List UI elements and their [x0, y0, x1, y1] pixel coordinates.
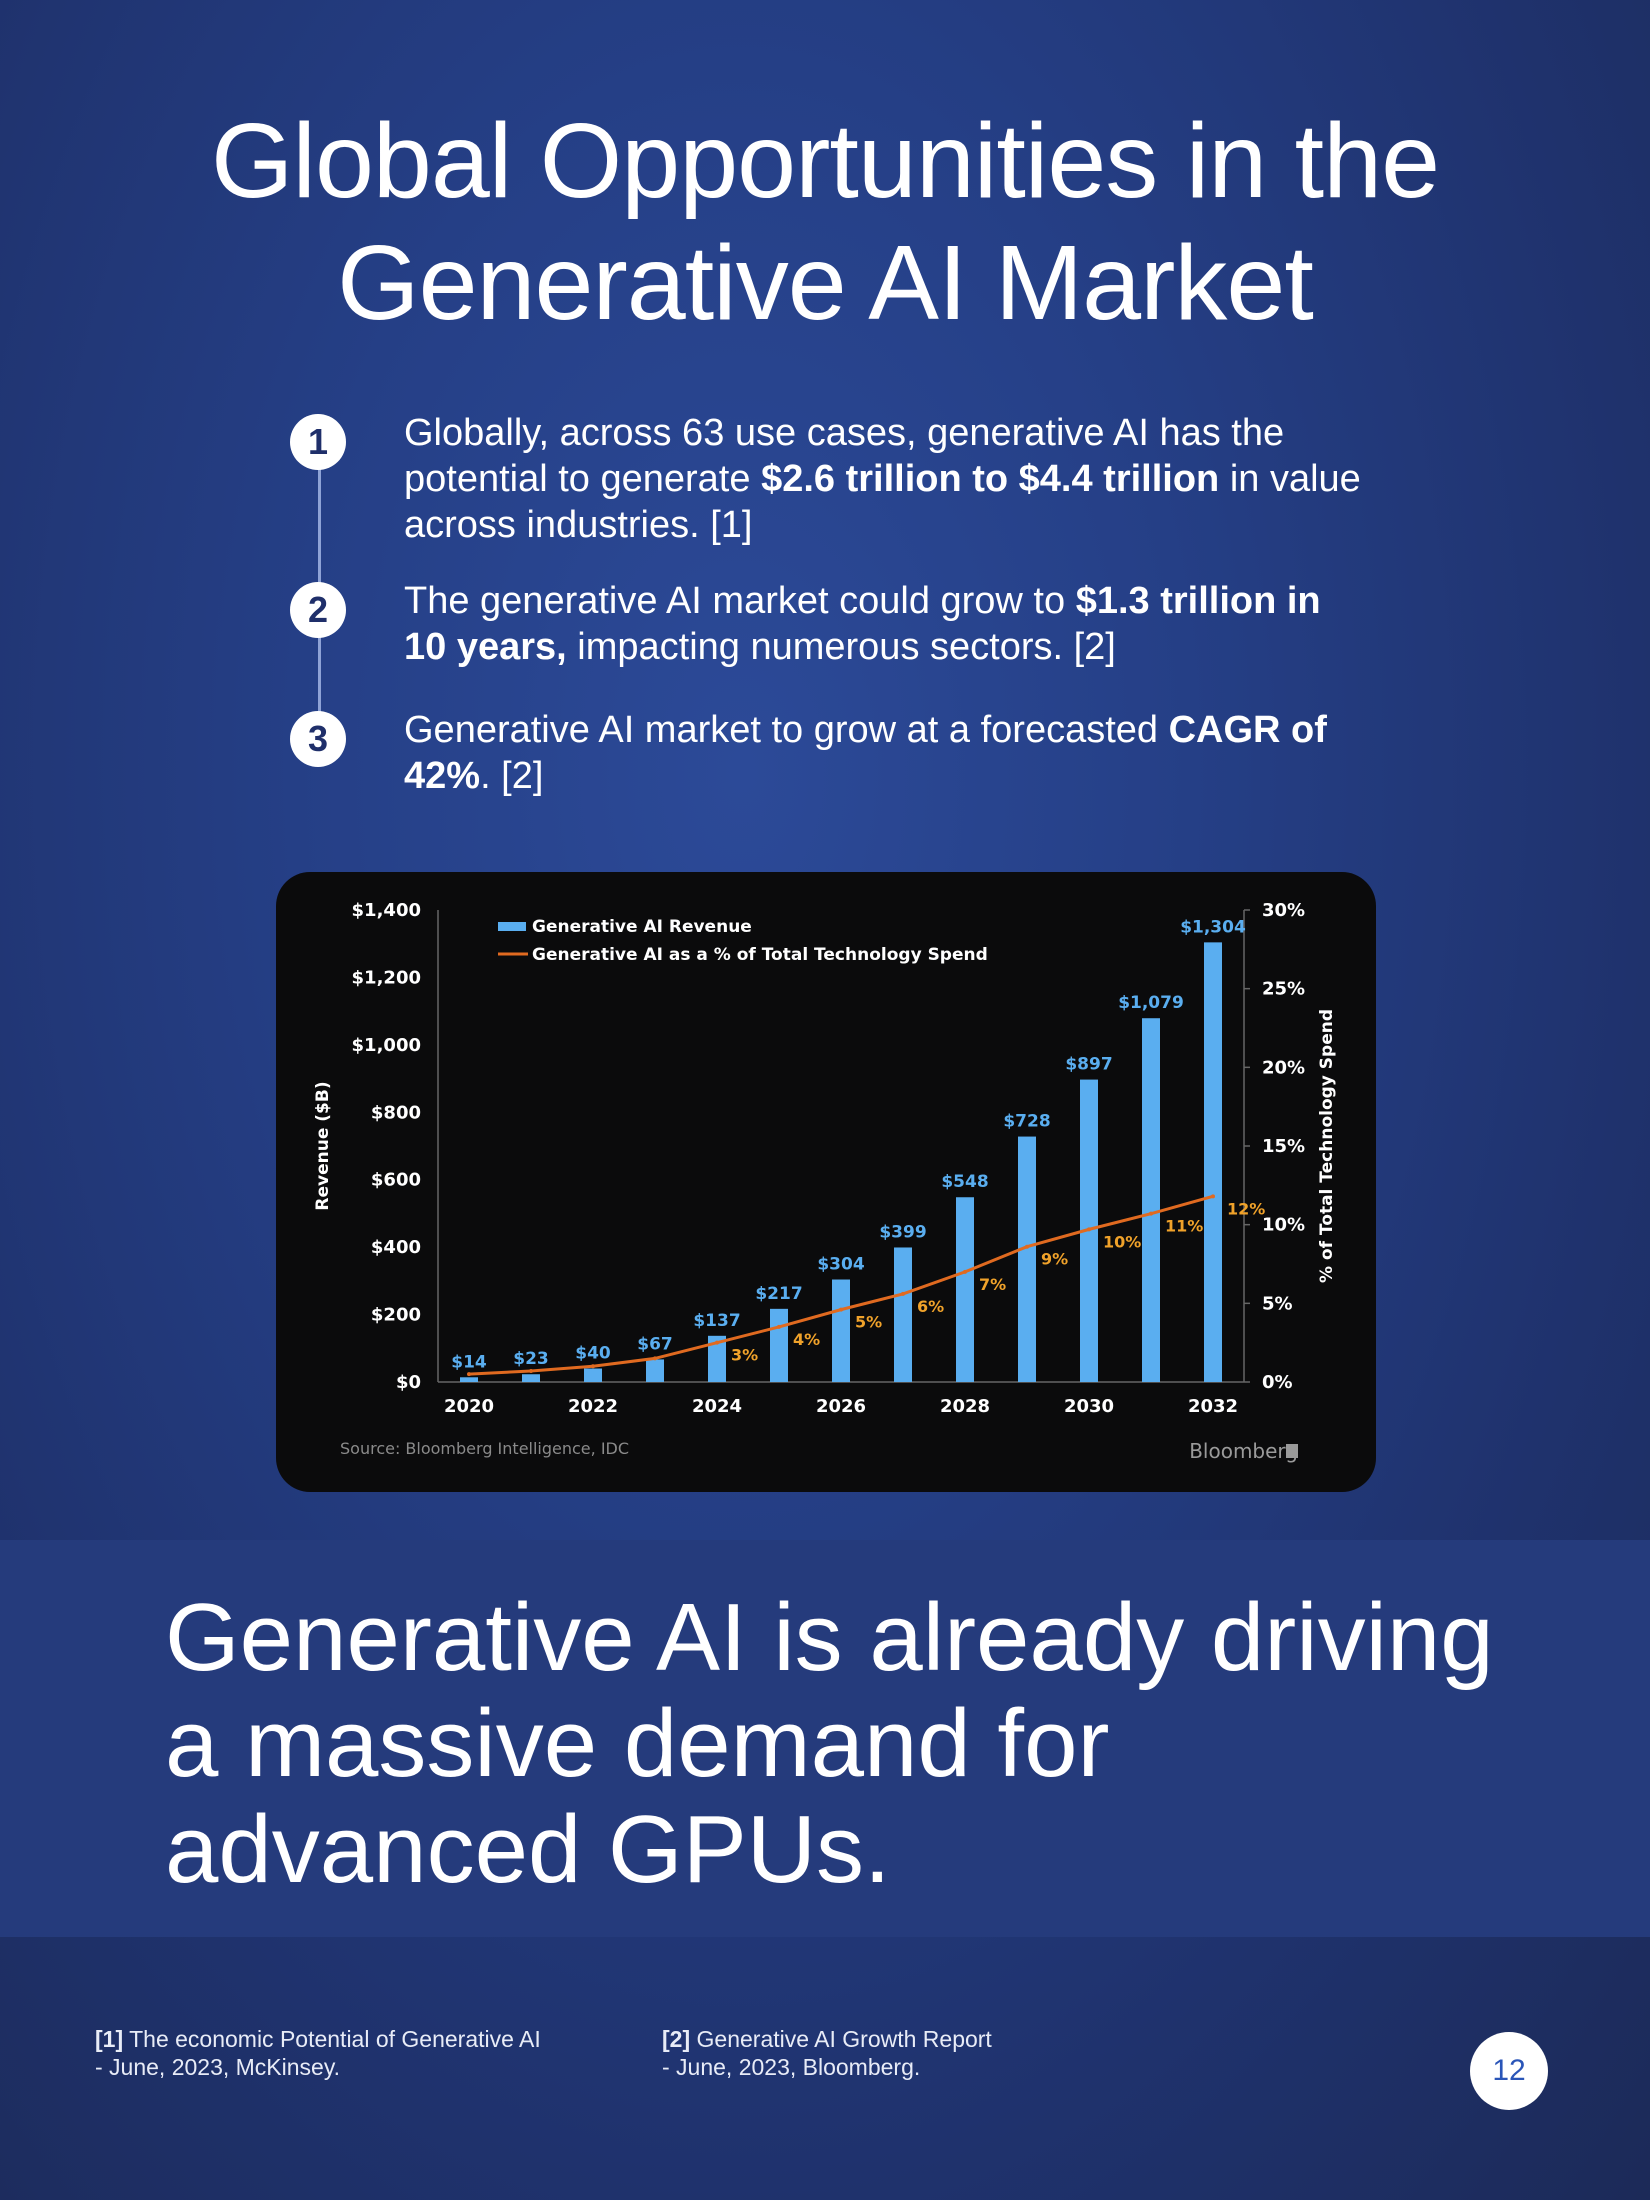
y-tick-label: $800: [371, 1102, 421, 1123]
x-tick-label: 2020: [444, 1396, 494, 1417]
point-text: The generative AI market could grow to $…: [404, 580, 1321, 668]
y-tick-label: $600: [371, 1170, 421, 1191]
line-point: [1149, 1211, 1153, 1216]
line-value-label: 4%: [793, 1330, 820, 1349]
line-point: [963, 1269, 967, 1274]
y2-axis-title: % of Total Technology Spend: [1317, 1009, 1337, 1283]
line-value-label: 11%: [1165, 1217, 1203, 1236]
x-tick-label: 2028: [940, 1396, 990, 1417]
line-value-label: 5%: [855, 1313, 882, 1332]
line-point: [653, 1356, 657, 1361]
point-number-badge: 1: [290, 414, 346, 470]
bar-value-label: $40: [575, 1344, 611, 1364]
bar-revenue: [584, 1368, 602, 1382]
y-tick-label: $400: [371, 1237, 421, 1258]
legend-swatch-revenue: [498, 922, 526, 931]
line-point: [529, 1368, 533, 1373]
bar-revenue: [1204, 942, 1222, 1382]
title-line-1: Global Opportunities in the: [210, 102, 1440, 220]
point-text: Globally, across 63 use cases, generativ…: [404, 412, 1361, 546]
reference-1: [1] The economic Potential of Generative…: [95, 2026, 541, 2080]
legend-label-revenue: Generative AI Revenue: [532, 917, 752, 937]
bar-revenue: [1018, 1136, 1036, 1382]
bar-revenue: [460, 1377, 478, 1382]
highlight-statement: Generative AI is already driving a massi…: [165, 1585, 1565, 1903]
point-number-badge: 2: [290, 582, 346, 638]
line-point: [1211, 1194, 1215, 1199]
bar-value-label: $1,304: [1180, 917, 1246, 937]
x-tick-label: 2026: [816, 1396, 866, 1417]
bar-revenue: [832, 1279, 850, 1382]
bar-revenue: [522, 1374, 540, 1382]
y2-tick-label: 5%: [1262, 1293, 1293, 1314]
page-number: 12: [1470, 2032, 1548, 2110]
y-tick-label: $1,200: [352, 967, 421, 988]
x-tick-label: 2030: [1064, 1396, 1114, 1417]
bar-value-label: $728: [1003, 1112, 1050, 1132]
bar-value-label: $217: [755, 1284, 802, 1304]
line-point: [1087, 1227, 1091, 1232]
line-value-label: 12%: [1227, 1199, 1265, 1218]
bar-value-label: $304: [817, 1255, 864, 1275]
point-text: Generative AI market to grow at a foreca…: [404, 709, 1327, 797]
bar-value-label: $399: [879, 1222, 926, 1242]
x-tick-label: 2024: [692, 1396, 742, 1417]
legend-label-percent: Generative AI as a % of Total Technology…: [532, 945, 988, 965]
y-tick-label: $1,000: [352, 1035, 421, 1056]
y2-tick-label: 0%: [1262, 1372, 1293, 1393]
y2-tick-label: 10%: [1262, 1215, 1305, 1236]
page-title: Global Opportunities in the Generative A…: [0, 100, 1650, 344]
line-value-label: 6%: [917, 1297, 944, 1316]
bar-value-label: $897: [1065, 1055, 1112, 1075]
y-tick-label: $0: [396, 1372, 421, 1393]
line-point: [715, 1340, 719, 1345]
line-value-label: 7%: [979, 1275, 1006, 1294]
bloomberg-icon: [1286, 1444, 1298, 1458]
line-point: [591, 1364, 595, 1369]
bar-value-label: $23: [513, 1349, 549, 1369]
line-value-label: 3%: [731, 1346, 758, 1365]
title-line-2: Generative AI Market: [337, 224, 1314, 342]
bar-revenue: [1142, 1018, 1160, 1382]
statement-line-3: advanced GPUs.: [165, 1796, 891, 1903]
y2-tick-label: 30%: [1262, 900, 1305, 921]
bar-revenue: [708, 1335, 726, 1382]
bar-value-label: $137: [693, 1311, 740, 1331]
revenue-chart: $0 $200 $400 $600 $800 $1,000 $1,200 $1,400 0% 5%…: [276, 872, 1376, 1492]
bar-value-label: $548: [941, 1172, 988, 1192]
line-value-label: 9%: [1041, 1250, 1068, 1269]
y-tick-label: $200: [371, 1305, 421, 1326]
line-value-label: 10%: [1103, 1232, 1141, 1251]
y2-tick-label: 20%: [1262, 1057, 1305, 1078]
line-point: [467, 1372, 471, 1377]
reference-2: [2] Generative AI Growth Report - June, …: [662, 2026, 992, 2080]
bar-value-label: $67: [637, 1334, 673, 1354]
y2-tick-label: 15%: [1262, 1136, 1305, 1157]
chart-source: Source: Bloomberg Intelligence, IDC: [340, 1439, 629, 1458]
bar-value-label: $14: [451, 1352, 487, 1372]
x-tick-label: 2022: [568, 1396, 618, 1417]
line-point: [839, 1307, 843, 1312]
chart-canvas: $0 $200 $400 $600 $800 $1,000 $1,200 $1,400 0% 5%…: [313, 900, 1337, 1463]
y2-tick-label: 25%: [1262, 979, 1305, 1000]
statement-line-1: Generative AI is already driving: [165, 1584, 1494, 1691]
highlight-band: [0, 1540, 1650, 1937]
bar-revenue: [646, 1359, 664, 1382]
x-tick-label: 2032: [1188, 1396, 1238, 1417]
bar-revenue: [956, 1197, 974, 1382]
bloomberg-logo: Bloomberg: [1189, 1439, 1298, 1463]
bar-value-label: $1,079: [1118, 993, 1184, 1013]
statement-line-2: a massive demand for: [165, 1690, 1110, 1797]
line-point: [901, 1291, 905, 1296]
bar-revenue: [894, 1247, 912, 1382]
line-point: [777, 1324, 781, 1329]
y-tick-label: $1,400: [352, 900, 421, 921]
line-point: [1025, 1244, 1029, 1249]
bar-revenue: [770, 1308, 788, 1382]
point-number-badge: 3: [290, 711, 346, 767]
y-axis-title: Revenue ($B): [313, 1081, 333, 1210]
